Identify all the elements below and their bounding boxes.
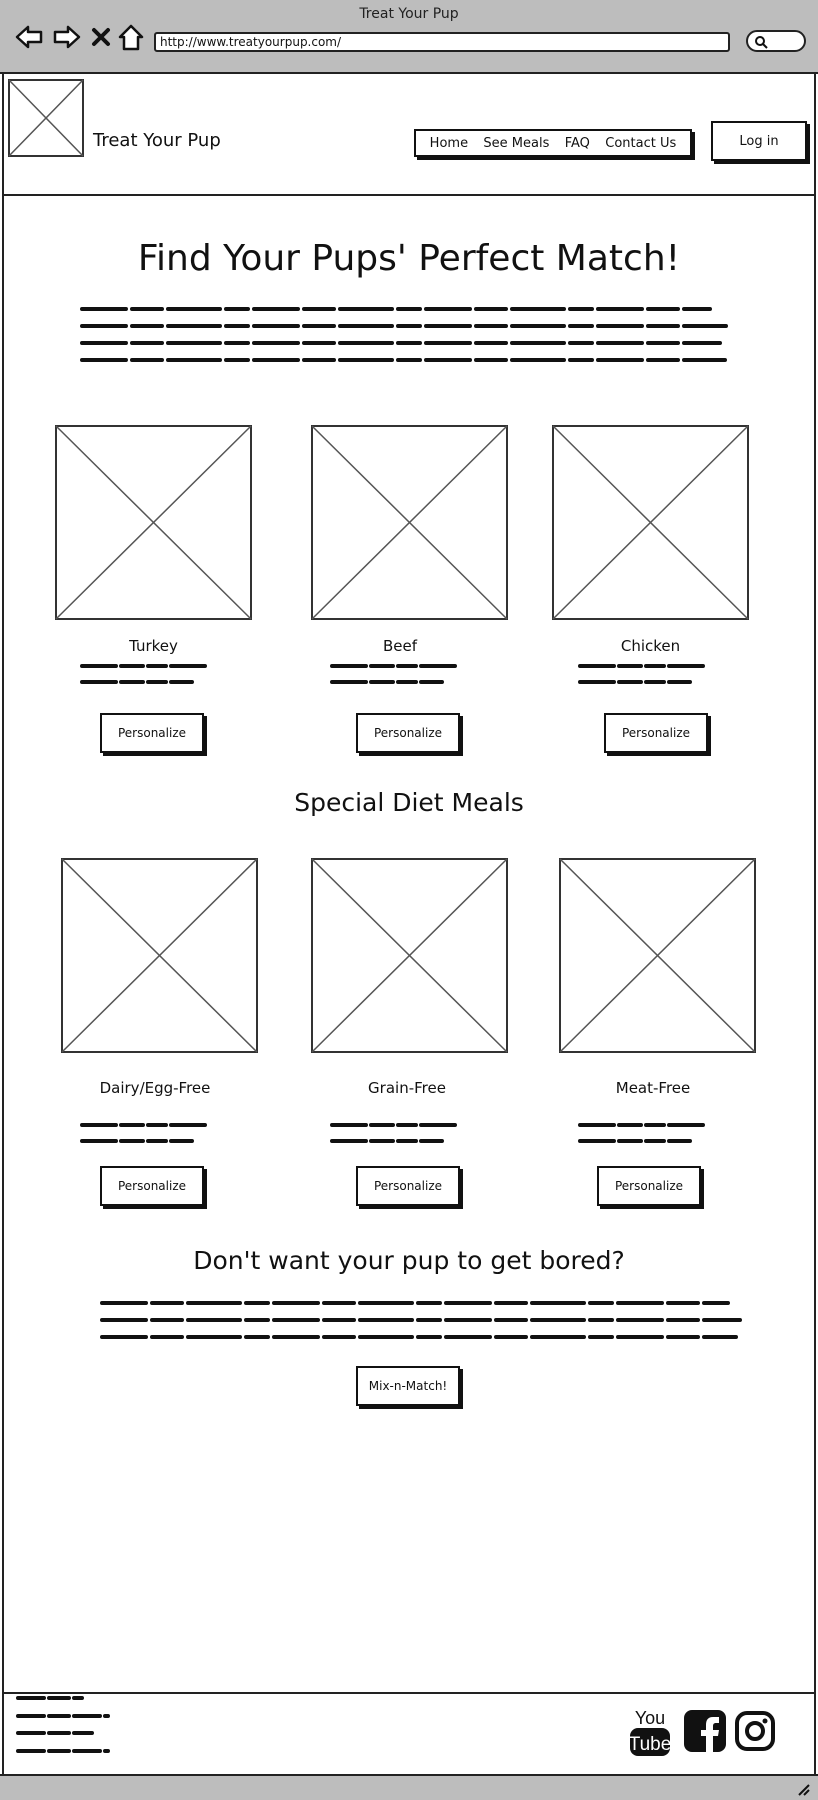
home-icon[interactable] xyxy=(116,22,146,52)
meal-desc-grain-free xyxy=(330,1123,462,1143)
mix-n-match-button[interactable]: Mix-n-Match! xyxy=(356,1366,460,1406)
meal-image-beef[interactable] xyxy=(311,425,508,620)
personalize-grain-free-button[interactable]: Personalize xyxy=(356,1166,460,1206)
mix-title: Don't want your pup to get bored? xyxy=(193,1246,625,1275)
meal-desc-chicken xyxy=(578,664,710,684)
footer-divider xyxy=(2,1692,816,1694)
personalize-turkey-button[interactable]: Personalize xyxy=(100,713,204,753)
browser-search-field[interactable] xyxy=(746,30,806,52)
search-icon xyxy=(755,36,768,49)
meal-desc-dairy-egg-free xyxy=(80,1123,212,1143)
forward-icon[interactable] xyxy=(52,22,82,52)
stop-icon[interactable] xyxy=(89,22,119,52)
youtube-icon-bottom-text: Tube xyxy=(629,1734,672,1755)
nav-faq[interactable]: FAQ xyxy=(564,135,590,151)
facebook-icon[interactable] xyxy=(684,1710,726,1752)
personalize-meat-free-button[interactable]: Personalize xyxy=(597,1166,701,1206)
nav-home[interactable]: Home xyxy=(429,135,469,151)
meal-desc-beef xyxy=(330,664,462,684)
brand-name[interactable]: Treat Your Pup xyxy=(93,130,221,151)
meal-name-turkey: Turkey xyxy=(129,637,178,655)
mix-placeholder-text xyxy=(100,1301,742,1339)
hero-placeholder-text xyxy=(80,307,728,362)
meal-name-meat-free: Meat-Free xyxy=(615,1079,691,1097)
youtube-icon[interactable]: You Tube xyxy=(628,1706,672,1758)
resize-grip-icon[interactable] xyxy=(796,1782,810,1796)
youtube-icon-top-text: You xyxy=(635,1708,665,1728)
meal-name-grain-free: Grain-Free xyxy=(368,1079,446,1097)
main-nav: Home See Meals FAQ Contact Us xyxy=(414,129,692,157)
logo-image xyxy=(8,79,84,157)
hero-title: Find Your Pups' Perfect Match! xyxy=(137,238,681,279)
meal-image-chicken[interactable] xyxy=(552,425,749,620)
meal-name-beef: Beef xyxy=(382,637,418,655)
personalize-beef-button[interactable]: Personalize xyxy=(356,713,460,753)
url-input[interactable]: http://www.treatyourpup.com/ xyxy=(154,32,730,52)
instagram-icon[interactable] xyxy=(734,1710,776,1752)
meal-image-turkey[interactable] xyxy=(55,425,252,620)
meal-image-meat-free[interactable] xyxy=(559,858,756,1053)
meal-name-dairy-egg-free: Dairy/Egg-Free xyxy=(99,1079,211,1097)
browser-status-bar xyxy=(0,1774,818,1800)
meal-name-chicken: Chicken xyxy=(620,637,681,655)
meal-image-grain-free[interactable] xyxy=(311,858,508,1053)
window-title: Treat Your Pup xyxy=(359,6,459,22)
personalize-chicken-button[interactable]: Personalize xyxy=(604,713,708,753)
meal-desc-meat-free xyxy=(578,1123,710,1143)
special-diet-title: Special Diet Meals xyxy=(294,788,524,817)
header-divider xyxy=(2,194,816,196)
meal-desc-turkey xyxy=(80,664,212,684)
back-icon[interactable] xyxy=(14,22,44,52)
meal-image-dairy-egg-free[interactable] xyxy=(61,858,258,1053)
page-frame xyxy=(2,74,816,1774)
nav-see-meals[interactable]: See Meals xyxy=(483,135,550,151)
browser-chrome: Treat Your Pup http://www.treatyourpup.c… xyxy=(0,0,818,74)
footer-placeholder-text xyxy=(16,1696,110,1753)
login-button[interactable]: Log in xyxy=(711,121,807,161)
personalize-dairy-egg-free-button[interactable]: Personalize xyxy=(100,1166,204,1206)
nav-contact-us[interactable]: Contact Us xyxy=(605,135,677,151)
